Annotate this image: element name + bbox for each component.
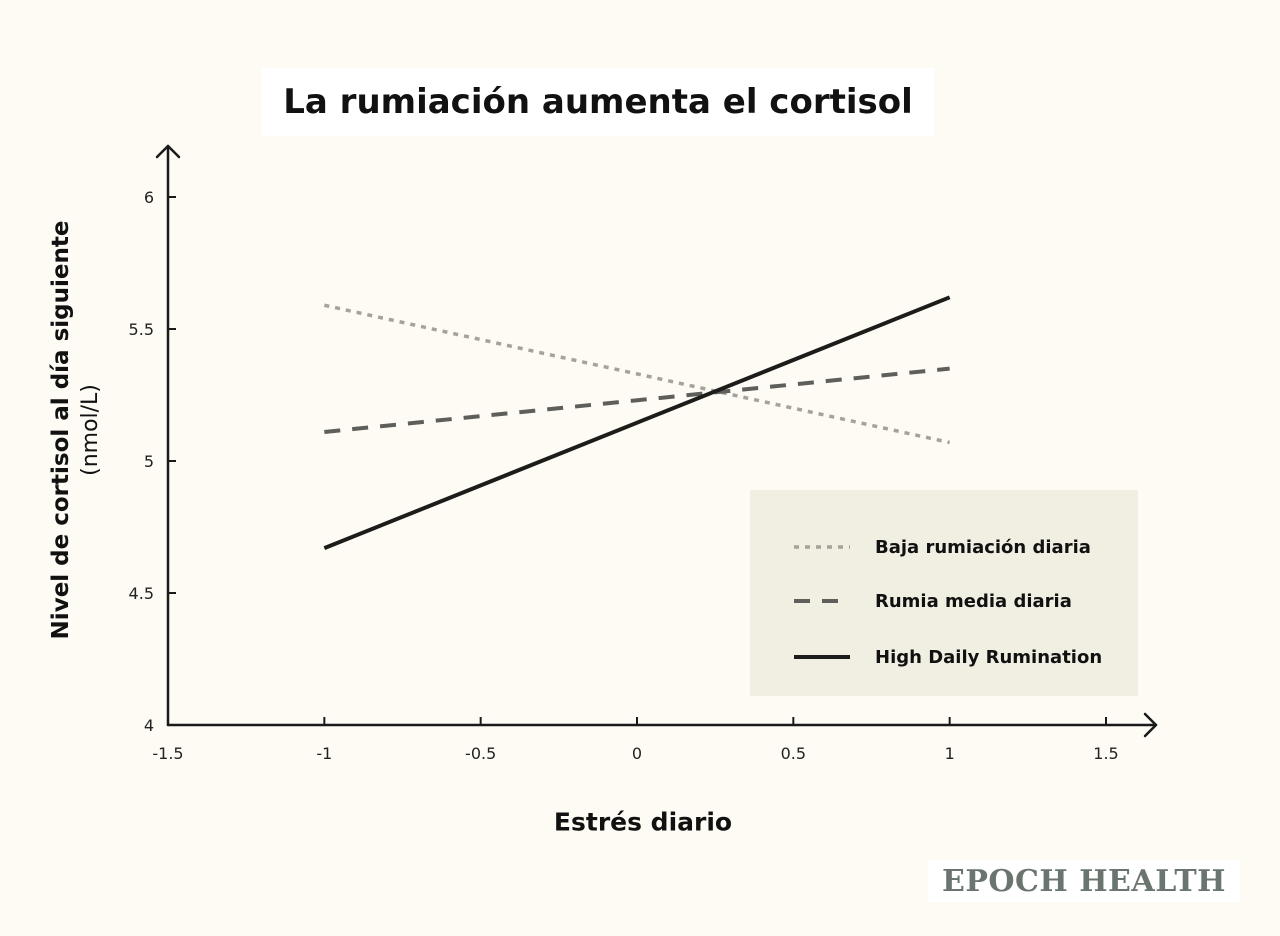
x-axis-label: Estrés diario — [553, 807, 733, 837]
x-tick-label: 1 — [945, 744, 955, 763]
legend-item-low: Baja rumiación diaria — [794, 532, 1091, 562]
x-tick-label: -1 — [316, 744, 332, 763]
legend-swatch-low — [794, 545, 850, 549]
series-line-high — [323, 295, 951, 550]
series-line-low — [323, 303, 951, 445]
legend-label-medium: Rumia media diaria — [875, 590, 1072, 612]
x-tick-label: -0.5 — [465, 744, 496, 763]
x-tick-label: 0.5 — [781, 744, 806, 763]
x-tick-label: 1.5 — [1093, 744, 1118, 763]
y-axis-title: Nivel de cortisol al día siguiente — [48, 220, 74, 640]
legend-swatch-high — [794, 655, 850, 659]
brand-logo: EPOCH HEALTH — [928, 860, 1240, 902]
series-line-medium — [324, 366, 950, 434]
y-axis-label: Nivel de cortisol al día siguiente (nmol… — [46, 221, 106, 640]
y-tick-label: 5 — [144, 452, 154, 471]
x-tick-label: -1.5 — [152, 744, 183, 763]
y-tick-label: 4 — [144, 716, 154, 735]
y-axis-arrow — [155, 144, 181, 159]
legend-item-high: High Daily Rumination — [794, 642, 1102, 672]
legend-label-low: Baja rumiación diaria — [875, 536, 1091, 558]
legend-label-high: High Daily Rumination — [875, 646, 1103, 668]
y-axis-unit: (nmol/L) — [78, 384, 103, 476]
x-tick-label: 0 — [632, 744, 642, 763]
y-tick-label: 4.5 — [129, 584, 154, 603]
chart-title: La rumiación aumenta el cortisol — [262, 68, 934, 136]
legend-item-medium: Rumia media diaria — [794, 586, 1072, 616]
y-tick-label: 5.5 — [129, 320, 154, 339]
chart-legend: Baja rumiación diaria Rumia media diaria… — [750, 490, 1138, 696]
y-tick-label: 6 — [144, 188, 154, 207]
x-axis-arrow — [1143, 712, 1158, 738]
legend-swatch-medium — [794, 599, 850, 603]
